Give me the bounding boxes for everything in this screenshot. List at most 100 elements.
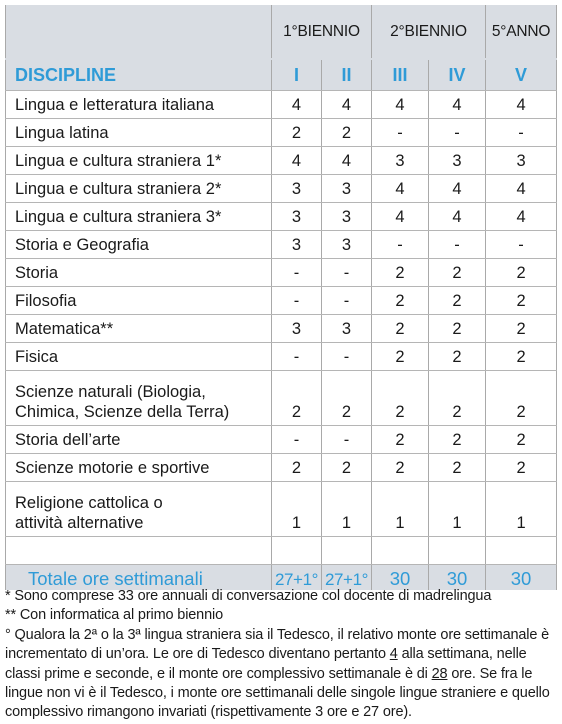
hours-cell: 2 — [320, 453, 373, 482]
hours-cell: - — [485, 118, 558, 147]
hours-cell: 2 — [371, 314, 430, 343]
subject-name: Storia e Geografia — [5, 230, 272, 259]
spacer-cell — [428, 536, 487, 565]
hours-cell: - — [428, 230, 487, 259]
table-row: Lingua latina 2 2 - - - — [5, 118, 558, 147]
period-band-row: 1°BIENNIO 2°BIENNIO 5°ANNO — [5, 5, 558, 59]
table-row: Lingua e cultura straniera 2* 3 3 4 4 4 — [5, 174, 558, 203]
underlined-value: 28 — [431, 665, 448, 682]
subject-name: Lingua e cultura straniera 3* — [5, 202, 272, 231]
hours-cell: 2 — [271, 453, 322, 482]
hours-cell: 1 — [320, 481, 373, 537]
table-row: Filosofia - - 2 2 2 — [5, 286, 558, 315]
hours-cell: 2 — [485, 370, 558, 426]
hours-cell: 4 — [485, 202, 558, 231]
spacer-cell — [271, 536, 322, 565]
subject-name: Matematica** — [5, 314, 272, 343]
hours-cell: 2 — [271, 370, 322, 426]
table-row: Lingua e cultura straniera 1* 4 4 3 3 3 — [5, 146, 558, 175]
subject-name-line: attività alternative — [15, 514, 144, 533]
subject-name: Storia dell’arte — [5, 425, 272, 454]
hours-cell: 2 — [271, 118, 322, 147]
hours-cell: 1 — [271, 481, 322, 537]
band-empty-cell — [5, 5, 272, 59]
hours-cell: 2 — [371, 342, 430, 371]
footnotes: * Sono comprese 33 ore annuali di conver… — [5, 587, 558, 723]
hours-cell: 2 — [371, 425, 430, 454]
table-row: Fisica - - 2 2 2 — [5, 342, 558, 371]
footnote-informatics: ** Con informatica al primo biennio — [5, 607, 223, 624]
hours-cell: - — [320, 258, 373, 287]
hours-cell: 2 — [485, 342, 558, 371]
subject-name: Storia — [5, 258, 272, 287]
table-row: Religione cattolica o attività alternativ… — [5, 481, 558, 537]
spacer-cell — [320, 536, 373, 565]
hours-cell: 2 — [485, 286, 558, 315]
hours-cell: 3 — [320, 202, 373, 231]
footnote-text: ore. Se fra le lingue non vi è il Tedesc… — [5, 665, 550, 721]
total-label: Totale ore settimanali — [5, 564, 272, 590]
subject-rows: Lingua e letteratura italiana 4 4 4 4 4 … — [5, 90, 558, 590]
hours-cell: 2 — [428, 258, 487, 287]
hours-cell: 4 — [320, 90, 373, 119]
subject-name: Lingua e cultura straniera 1* — [5, 146, 272, 175]
hours-cell: 2 — [485, 314, 558, 343]
subject-name-line: Scienze naturali (Biologia, — [15, 382, 206, 401]
hours-cell: 2 — [428, 453, 487, 482]
total-cell: 30 — [428, 564, 487, 590]
hours-cell: - — [371, 230, 430, 259]
hours-cell: 3 — [271, 314, 322, 343]
hours-cell: - — [428, 118, 487, 147]
table-row: Storia - - 2 2 2 — [5, 258, 558, 287]
subject-name: Scienze naturali (Biologia, Chimica, Scie… — [5, 370, 272, 426]
hours-cell: 3 — [428, 146, 487, 175]
subject-name: Lingua e cultura straniera 2* — [5, 174, 272, 203]
subject-name-line: Chimica, Scienze della Terra) — [15, 403, 230, 422]
hours-cell: 1 — [485, 481, 558, 537]
hours-cell: 2 — [371, 453, 430, 482]
table-row: Lingua e letteratura italiana 4 4 4 4 4 — [5, 90, 558, 119]
hours-cell: 2 — [428, 286, 487, 315]
total-cell: 27+1° — [320, 564, 373, 590]
band-second-biennium: 2°BIENNIO — [371, 5, 487, 59]
underlined-value: 4 — [389, 646, 398, 663]
total-row: Totale ore settimanali 27+1° 27+1° 30 30… — [5, 564, 558, 590]
hours-cell: - — [485, 230, 558, 259]
hours-cell: 4 — [371, 90, 430, 119]
subject-name: Fisica — [5, 342, 272, 371]
subject-name: Lingua e letteratura italiana — [5, 90, 272, 119]
hours-cell: - — [271, 258, 322, 287]
hours-cell: 2 — [428, 370, 487, 426]
hours-cell: 3 — [271, 202, 322, 231]
table-row: Storia e Geografia 3 3 - - - — [5, 230, 558, 259]
table-row: Matematica** 3 3 2 2 2 — [5, 314, 558, 343]
hours-cell: 2 — [428, 342, 487, 371]
hours-cell: - — [320, 342, 373, 371]
total-cell: 27+1° — [271, 564, 322, 590]
hours-cell: 4 — [428, 174, 487, 203]
hours-cell: 4 — [485, 174, 558, 203]
hours-cell: - — [271, 425, 322, 454]
hours-cell: - — [271, 286, 322, 315]
subject-name: Lingua latina — [5, 118, 272, 147]
hours-cell: 4 — [371, 174, 430, 203]
hours-cell: 4 — [320, 146, 373, 175]
hours-cell: 2 — [428, 425, 487, 454]
hours-cell: 2 — [320, 118, 373, 147]
subject-name: Religione cattolica o attività alternativ… — [5, 481, 272, 537]
hours-cell: 2 — [485, 258, 558, 287]
footnote-german: ° Qualora la 2ª o la 3ª lingua straniera… — [5, 626, 558, 723]
hours-cell: 3 — [485, 146, 558, 175]
subject-name-line: Religione cattolica o — [15, 493, 163, 512]
spacer-cell — [5, 536, 272, 565]
hours-cell: - — [371, 118, 430, 147]
spacer-cell — [371, 536, 430, 565]
hours-cell: 4 — [485, 90, 558, 119]
year-header-i: I — [271, 58, 322, 91]
table-row: Storia dell’arte - - 2 2 2 — [5, 425, 558, 454]
table-row: Scienze motorie e sportive 2 2 2 2 2 — [5, 453, 558, 482]
year-header-iv: IV — [428, 58, 487, 91]
year-header-ii: II — [320, 58, 373, 91]
hours-cell: 1 — [371, 481, 430, 537]
